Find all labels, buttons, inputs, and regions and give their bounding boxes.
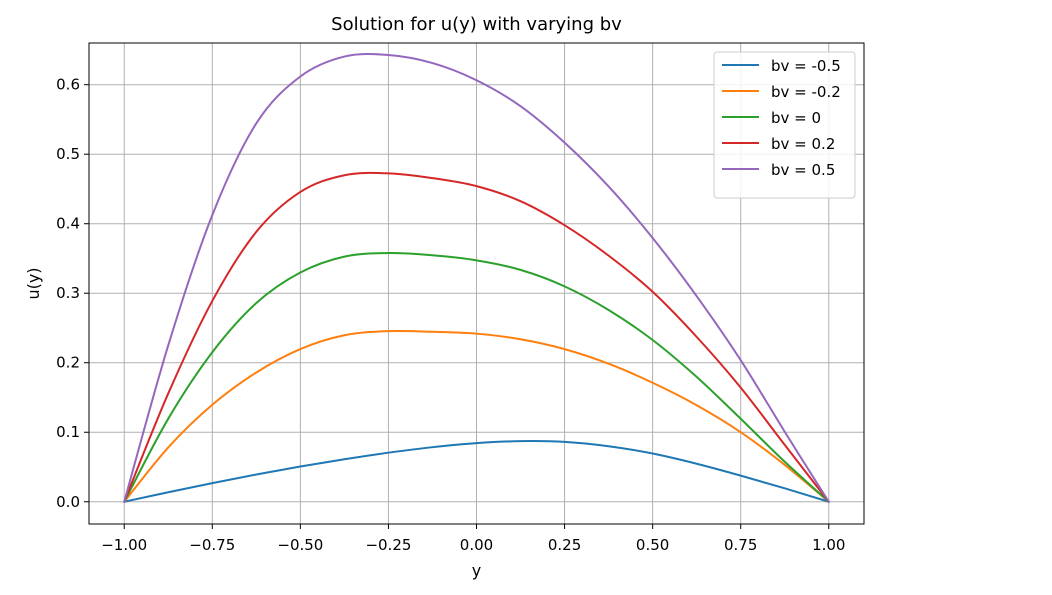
y-tick-label: 0.4 (56, 215, 80, 233)
legend: bv = -0.5 bv = -0.2 bv = 0 bv = 0.2 bv = 0.5 (713, 51, 856, 199)
series-line-3 (123, 171, 830, 503)
grid-lines (89, 43, 864, 524)
x-axis-label: y (472, 561, 481, 580)
y-tick-label: 0.0 (56, 493, 80, 511)
y-tick-label: 0.6 (56, 76, 80, 94)
y-tick-label: 0.5 (56, 145, 80, 163)
x-tick-label: 0.00 (460, 536, 493, 554)
x-tick-label: 0.25 (548, 536, 581, 554)
x-tick-label: 0.75 (724, 536, 757, 554)
legend-label: bv = -0.2 (771, 83, 841, 101)
legend-box (713, 51, 856, 199)
y-axis-label: u(y) (24, 267, 43, 299)
series-line-4 (123, 53, 830, 503)
y-tick-label: 0.2 (56, 354, 80, 372)
x-tick-label: −0.75 (189, 536, 235, 554)
x-tick-label: 1.00 (812, 536, 845, 554)
legend-label: bv = 0 (771, 109, 821, 127)
series-line-1 (123, 329, 830, 503)
legend-label: bv = 0.2 (771, 135, 835, 153)
x-tick-label: 0.50 (636, 536, 669, 554)
chart-title: Solution for u(y) with varying bv (331, 14, 622, 35)
y-tick-label: 0.3 (56, 284, 80, 302)
x-tick-label: −0.50 (277, 536, 323, 554)
series-line-0 (123, 440, 830, 503)
x-tick-label: −1.00 (101, 536, 147, 554)
legend-label: bv = -0.5 (771, 57, 841, 75)
x-tick-label: −0.25 (365, 536, 411, 554)
series-line-2 (123, 252, 830, 503)
axis-ticks: −1.00 −0.75 −0.50 −0.25 0.00 0.25 0.50 0.75 1.00… (56, 76, 845, 554)
series-lines (123, 53, 830, 503)
legend-label: bv = 0.5 (771, 161, 835, 179)
y-tick-label: 0.1 (56, 423, 80, 441)
